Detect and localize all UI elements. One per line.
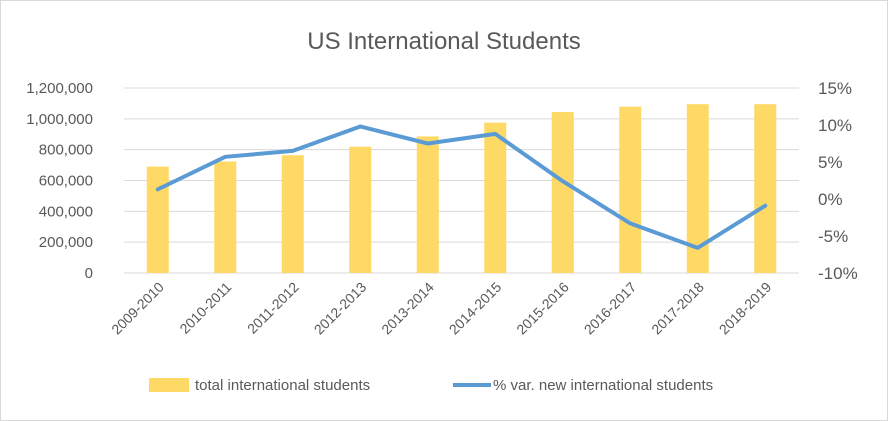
right-tick-label: -10% bbox=[818, 264, 858, 283]
line-point bbox=[629, 222, 631, 224]
left-tick-label: 1,200,000 bbox=[26, 80, 93, 97]
right-tick-label: 0% bbox=[818, 190, 843, 209]
line-path bbox=[155, 124, 768, 250]
line-point bbox=[224, 156, 226, 158]
chart-title: US International Students bbox=[307, 28, 581, 55]
line-point bbox=[427, 143, 429, 144]
gridlines bbox=[124, 87, 799, 274]
x-tick-label: 2017-2018 bbox=[648, 279, 707, 338]
right-tick-label: 5% bbox=[818, 153, 843, 172]
legend-label-bars: total international students bbox=[195, 377, 370, 394]
left-tick-label: 800,000 bbox=[39, 142, 93, 159]
bar bbox=[146, 166, 169, 273]
x-tick-label: 2009-2010 bbox=[108, 279, 167, 338]
legend: total international students % var. new … bbox=[149, 377, 713, 394]
left-axis-ticks: 0 200,000 400,000 600,000 800,000 1,000,000 1,… bbox=[26, 80, 93, 282]
line-point bbox=[359, 125, 361, 127]
left-tick-label: 1,000,000 bbox=[26, 111, 93, 128]
legend-label-line: % var. new international students bbox=[493, 377, 713, 394]
x-tick-label: 2012-2013 bbox=[311, 279, 370, 338]
right-tick-label: 10% bbox=[818, 116, 852, 135]
left-tick-label: 400,000 bbox=[39, 203, 93, 220]
bar bbox=[619, 106, 642, 273]
line-point bbox=[292, 150, 294, 152]
bar bbox=[754, 104, 777, 273]
bar bbox=[551, 112, 574, 273]
right-axis-ticks: -10% -5% 0% 5% 10% 15% bbox=[818, 79, 858, 283]
x-tick-label: 2014-2015 bbox=[446, 279, 505, 338]
bar bbox=[349, 146, 372, 273]
bar bbox=[214, 161, 237, 273]
right-tick-label: 15% bbox=[818, 79, 852, 98]
line-point bbox=[562, 180, 564, 182]
right-tick-label: -5% bbox=[818, 227, 848, 246]
line-point bbox=[494, 133, 496, 135]
line-point bbox=[764, 205, 766, 207]
x-tick-label: 2013-2014 bbox=[378, 279, 437, 338]
line-series bbox=[155, 124, 768, 250]
x-tick-label: 2010-2011 bbox=[176, 279, 234, 337]
bar bbox=[416, 136, 439, 273]
bar bbox=[281, 155, 304, 273]
x-axis-ticks: 2009-2010 2010-2011 2011-2012 2012-2013 2013… bbox=[108, 279, 774, 338]
x-tick-label: 2018-2019 bbox=[716, 279, 775, 338]
line-point bbox=[157, 188, 159, 190]
legend-swatch-bars bbox=[149, 378, 189, 392]
left-tick-label: 600,000 bbox=[39, 173, 93, 190]
bar bbox=[686, 104, 709, 273]
left-tick-label: 200,000 bbox=[39, 234, 93, 251]
left-tick-label: 0 bbox=[85, 265, 93, 282]
x-tick-label: 2015-2016 bbox=[513, 279, 572, 338]
bar bbox=[484, 122, 507, 273]
line-point bbox=[697, 247, 699, 249]
x-tick-label: 2011-2012 bbox=[244, 279, 302, 337]
x-tick-label: 2016-2017 bbox=[581, 279, 640, 338]
bar-series bbox=[146, 104, 777, 273]
